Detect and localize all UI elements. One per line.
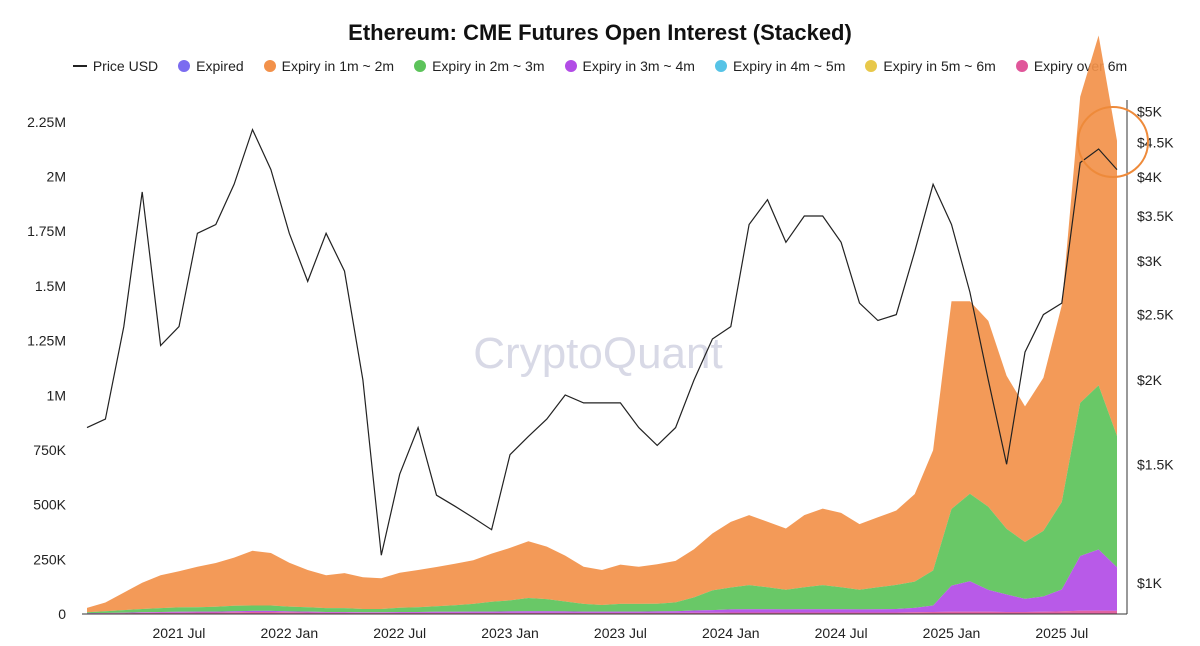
x-tick-label: 2025 Jul <box>1035 625 1088 641</box>
y-left-tick-label: 0 <box>58 606 66 622</box>
x-tick-label: 2021 Jul <box>152 625 205 641</box>
legend-item-exp_2m_3m[interactable]: Expiry in 2m ~ 3m <box>414 58 545 74</box>
legend-item-exp_3m_4m[interactable]: Expiry in 3m ~ 4m <box>564 58 695 74</box>
legend-item-price[interactable]: Price USD <box>72 58 159 74</box>
legend-label-exp_3m_4m: Expiry in 3m ~ 4m <box>582 58 695 74</box>
x-tick-label: 2022 Jan <box>261 625 319 641</box>
legend-swatch-price <box>72 65 87 67</box>
legend-swatch-exp_2m_3m <box>414 60 427 72</box>
y-left-tick-label: 1.5M <box>35 278 66 294</box>
highlight-circle <box>1077 106 1149 178</box>
y-left-tick-label: 500K <box>33 497 66 513</box>
legend-label-exp_4m_5m: Expiry in 4m ~ 5m <box>732 58 846 74</box>
x-tick-label: 2024 Jan <box>702 625 760 641</box>
y-left-tick-label: 1M <box>47 387 66 403</box>
legend-swatch-exp_5m_6m <box>865 60 878 72</box>
x-tick-label: 2023 Jul <box>594 625 647 641</box>
area-exp_over_6m <box>87 610 1117 614</box>
y-left-tick-label: 2.25M <box>27 114 66 130</box>
y-right-tick-label: $5K <box>1137 103 1163 119</box>
y-left-tick-label: 2M <box>47 169 66 185</box>
legend-item-exp_1m_2m[interactable]: Expiry in 1m ~ 2m <box>263 58 395 74</box>
legend-swatch-expired <box>178 60 191 72</box>
legend-label-expired: Expired <box>196 58 244 74</box>
legend-swatch-exp_4m_5m <box>714 60 727 72</box>
legend-label-exp_1m_2m: Expiry in 1m ~ 2m <box>281 58 395 74</box>
y-left-tick-label: 1.25M <box>27 333 66 349</box>
watermark: CryptoQuant <box>473 329 722 378</box>
legend-label-exp_5m_6m: Expiry in 5m ~ 6m <box>883 58 996 74</box>
y-right-tick-label: $1K <box>1137 575 1163 591</box>
y-right-tick-label: $2.5K <box>1137 307 1174 323</box>
y-right-tick-label: $3K <box>1137 253 1163 269</box>
stacked-open-interest-areas <box>87 35 1117 614</box>
y-right-tick-label: $1.5K <box>1137 456 1174 472</box>
chart-title: Ethereum: CME Futures Open Interest (Sta… <box>348 20 852 45</box>
legend-label-price: Price USD <box>92 58 159 74</box>
area-exp_2m_3m <box>87 385 1117 614</box>
x-tick-label: 2025 Jan <box>923 625 981 641</box>
legend-item-exp_4m_5m[interactable]: Expiry in 4m ~ 5m <box>714 58 846 74</box>
legend-swatch-exp_3m_4m <box>564 60 577 72</box>
legend-swatch-exp_over_6m <box>1015 60 1028 72</box>
price-usd-line <box>86 127 1118 556</box>
y-right-tick-label: $2K <box>1137 372 1163 388</box>
x-tick-label: 2022 Jul <box>373 625 426 641</box>
legend-item-expired[interactable]: Expired <box>178 58 244 74</box>
y-left-tick-label: 250K <box>33 551 66 567</box>
y-left-tick-label: 750K <box>33 442 66 458</box>
chart-legend: Price USD Expired Expiry in 1m ~ 2m Expiry … <box>0 58 1200 74</box>
x-tick-label: 2023 Jan <box>481 625 539 641</box>
legend-item-exp_5m_6m[interactable]: Expiry in 5m ~ 6m <box>865 58 996 74</box>
x-tick-label: 2024 Jul <box>815 625 868 641</box>
y-left-tick-label: 1.75M <box>27 223 66 239</box>
y-right-tick-label: $4.5K <box>1137 134 1174 150</box>
area-exp_3m_4m <box>87 549 1117 614</box>
legend-label-exp_2m_3m: Expiry in 2m ~ 3m <box>432 58 545 74</box>
y-right-tick-label: $4K <box>1137 169 1163 185</box>
legend-swatch-exp_1m_2m <box>263 60 276 72</box>
y-right-tick-label: $3.5K <box>1137 208 1174 224</box>
